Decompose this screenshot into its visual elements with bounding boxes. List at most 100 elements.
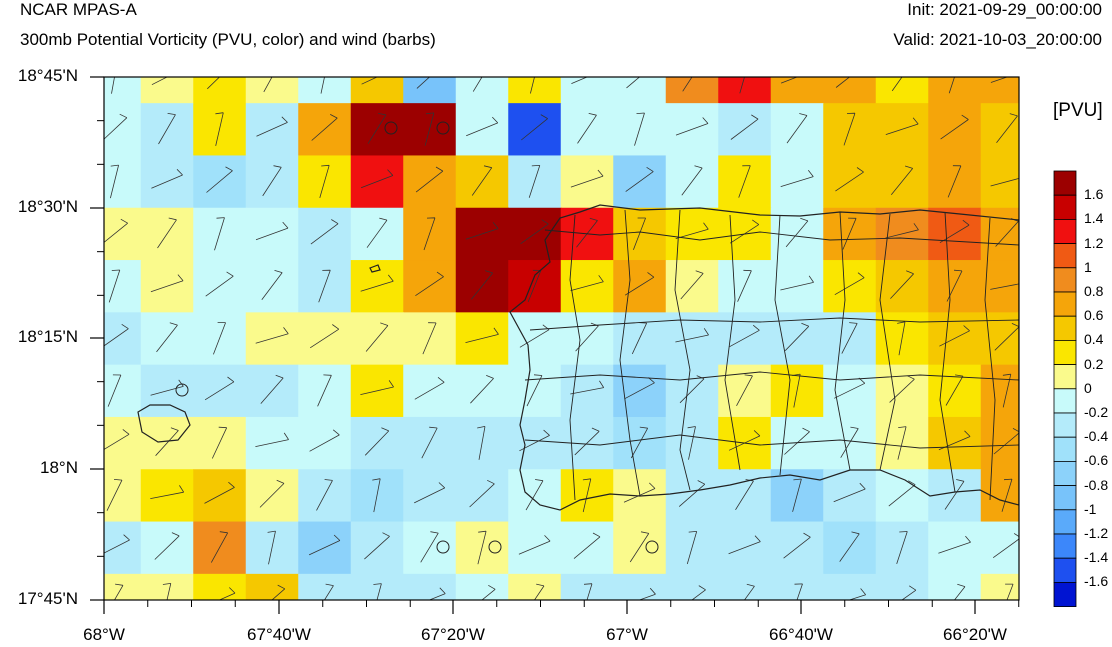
colorbar-label: -0.8 (1084, 476, 1109, 493)
wind-barb (309, 429, 340, 452)
wind-barb (372, 478, 381, 513)
calm-wind-marker (436, 540, 450, 554)
pv-cell (928, 103, 982, 157)
pv-cell (298, 103, 352, 157)
pv-cell (104, 521, 142, 575)
wind-barb (154, 532, 180, 560)
wind-barb (687, 426, 696, 460)
wind-barb (938, 535, 971, 554)
wind-barb (361, 77, 378, 85)
pv-cell (718, 103, 772, 157)
pv-cell (613, 260, 667, 313)
wind-barb (691, 585, 706, 600)
calm-markers (175, 121, 659, 554)
pv-cell (980, 469, 1019, 523)
wind-barb (104, 323, 129, 347)
pv-cell (770, 521, 824, 575)
pv-cell (718, 312, 772, 366)
pv-cell (560, 312, 614, 366)
wind-barb (948, 77, 955, 94)
pv-cell (613, 77, 667, 104)
wind-barb (534, 583, 545, 600)
pv-cell (980, 77, 1019, 104)
pv-cell (298, 207, 352, 261)
wind-barb (940, 114, 969, 140)
pv-cell (403, 416, 457, 470)
wind-barb (678, 480, 706, 507)
wind-barb (570, 169, 604, 188)
wind-barb (885, 223, 919, 239)
valid-time: Valid: 2021-10-03_20:00:00 (893, 30, 1102, 49)
y-tick-label: 18°15'N (17, 327, 78, 346)
calm-wind-marker (645, 540, 659, 554)
chart-subtitle: 300mb Potential Vorticity (PVU, color) a… (20, 30, 436, 49)
wind-barb (465, 222, 499, 240)
pv-cell (298, 573, 352, 600)
wind-barb (583, 583, 593, 600)
pv-cell (350, 312, 404, 366)
wind-barb (785, 217, 809, 248)
wind-barb (626, 77, 641, 89)
pv-cell (140, 207, 194, 261)
pv-cell (455, 77, 509, 104)
wind-barb (728, 535, 761, 555)
wind-barb (675, 328, 709, 343)
pv-cell (928, 469, 982, 523)
wind-barb (783, 532, 811, 559)
pv-cell (665, 573, 719, 600)
wind-barb (521, 114, 548, 141)
wind-barb (150, 485, 185, 499)
pv-cell (980, 416, 1019, 470)
wind-barb (994, 323, 1019, 351)
pv-cell (140, 103, 194, 157)
pv-cell (613, 573, 667, 600)
wind-barb (843, 112, 856, 146)
coastline (137, 204, 1019, 511)
wind-barb (629, 531, 650, 563)
wind-barb (681, 165, 703, 196)
colorbar-title: [PVU] (1053, 100, 1103, 121)
wind-barb (885, 117, 919, 135)
wind-barb (574, 427, 600, 456)
wind-barb (423, 217, 436, 251)
wind-barb (104, 113, 128, 140)
wind-barb (414, 376, 445, 400)
pv-cell (104, 312, 142, 366)
pv-cell (350, 573, 404, 600)
pv-cell (928, 260, 982, 313)
wind-barb (104, 429, 130, 450)
wind-barb (155, 427, 179, 456)
wind-barb (786, 113, 808, 144)
pv-cell (665, 260, 719, 313)
colorbar-label: 1.4 (1084, 210, 1104, 227)
wind-barb (156, 322, 178, 353)
pv-cell (665, 155, 719, 209)
colorbar-label: -0.2 (1084, 404, 1109, 420)
wind-barb (150, 379, 184, 396)
colorbar-segment (1053, 218, 1077, 244)
wind-barb (577, 113, 597, 144)
wind-barb (520, 219, 549, 245)
wind-barb (729, 324, 760, 348)
pv-cell (980, 103, 1019, 157)
pv-cell (560, 521, 614, 575)
pv-cell (665, 469, 719, 523)
wind-barb (260, 374, 284, 404)
pv-cell (560, 77, 614, 104)
wind-barb (848, 588, 867, 600)
colorbar-label: 1 (1084, 258, 1092, 275)
wind-barb (780, 275, 814, 291)
wind-barb (367, 113, 387, 144)
pv-cell (245, 573, 299, 600)
pv-cell (403, 260, 457, 313)
colorbar-segment (1053, 412, 1077, 438)
colorbar-segment (1053, 267, 1077, 293)
pv-cell (104, 77, 142, 104)
wind-barb (944, 479, 965, 510)
calm-wind-marker (384, 121, 398, 135)
wind-barb (682, 77, 693, 92)
pv-cell (104, 416, 142, 470)
colorbar-segment (1053, 388, 1077, 414)
pv-cell (104, 103, 142, 157)
